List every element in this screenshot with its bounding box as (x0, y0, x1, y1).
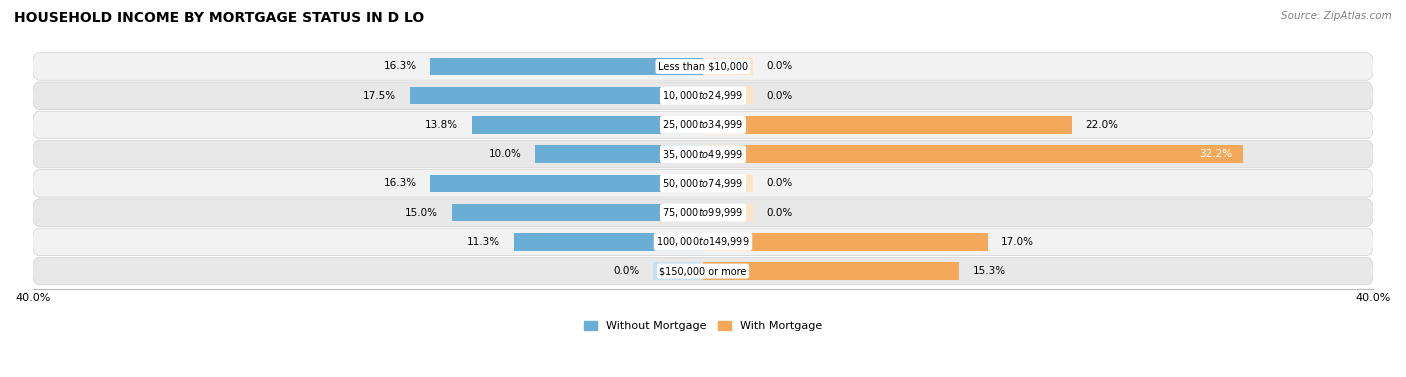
Text: 0.0%: 0.0% (613, 266, 640, 276)
Text: 0.0%: 0.0% (766, 91, 793, 101)
Text: $150,000 or more: $150,000 or more (659, 266, 747, 276)
Bar (536, 146, 703, 163)
Bar (451, 204, 703, 221)
Text: $50,000 to $74,999: $50,000 to $74,999 (662, 177, 744, 190)
FancyBboxPatch shape (32, 199, 1374, 226)
Bar (703, 233, 988, 251)
Text: 17.0%: 17.0% (1001, 237, 1035, 247)
Text: Less than $10,000: Less than $10,000 (658, 61, 748, 72)
Text: 13.8%: 13.8% (425, 120, 458, 130)
Text: 0.0%: 0.0% (766, 208, 793, 218)
FancyBboxPatch shape (32, 228, 1374, 256)
Bar (652, 262, 703, 280)
FancyBboxPatch shape (32, 82, 1374, 109)
FancyBboxPatch shape (32, 257, 1374, 285)
Text: 0.0%: 0.0% (766, 178, 793, 188)
Bar (472, 116, 703, 134)
Bar (513, 233, 703, 251)
Text: 10.0%: 10.0% (489, 149, 522, 159)
Bar (703, 116, 1071, 134)
Legend: Without Mortgage, With Mortgage: Without Mortgage, With Mortgage (579, 316, 827, 336)
Bar (703, 146, 1243, 163)
Text: 0.0%: 0.0% (766, 61, 793, 72)
Text: $10,000 to $24,999: $10,000 to $24,999 (662, 89, 744, 102)
Text: 11.3%: 11.3% (467, 237, 501, 247)
Text: $35,000 to $49,999: $35,000 to $49,999 (662, 148, 744, 161)
Text: $25,000 to $34,999: $25,000 to $34,999 (662, 118, 744, 132)
Bar (703, 58, 754, 75)
FancyBboxPatch shape (32, 170, 1374, 197)
Text: 17.5%: 17.5% (363, 91, 396, 101)
Text: 22.0%: 22.0% (1085, 120, 1118, 130)
Text: $100,000 to $149,999: $100,000 to $149,999 (657, 235, 749, 248)
Bar (703, 87, 754, 104)
Text: 15.0%: 15.0% (405, 208, 439, 218)
Text: Source: ZipAtlas.com: Source: ZipAtlas.com (1281, 11, 1392, 21)
Text: 15.3%: 15.3% (973, 266, 1005, 276)
FancyBboxPatch shape (32, 53, 1374, 80)
Bar (703, 204, 754, 221)
Text: $75,000 to $99,999: $75,000 to $99,999 (662, 206, 744, 219)
Text: 32.2%: 32.2% (1199, 149, 1233, 159)
Bar (430, 58, 703, 75)
Bar (409, 87, 703, 104)
FancyBboxPatch shape (32, 111, 1374, 139)
Text: 16.3%: 16.3% (384, 61, 416, 72)
Text: 16.3%: 16.3% (384, 178, 416, 188)
Bar (703, 262, 959, 280)
Text: HOUSEHOLD INCOME BY MORTGAGE STATUS IN D LO: HOUSEHOLD INCOME BY MORTGAGE STATUS IN D… (14, 11, 425, 25)
FancyBboxPatch shape (32, 140, 1374, 168)
Bar (703, 175, 754, 192)
Bar (430, 175, 703, 192)
